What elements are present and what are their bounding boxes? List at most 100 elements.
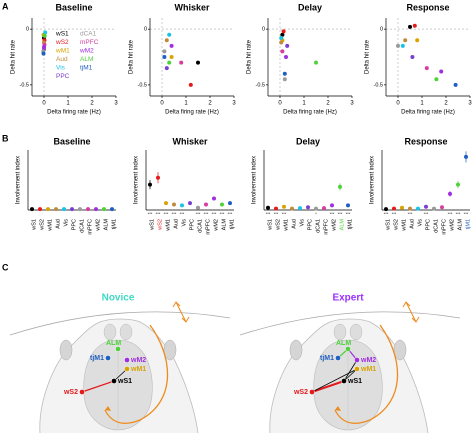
category-label: wS2	[39, 219, 45, 231]
arrow-head	[105, 406, 111, 411]
chart-title: Response	[404, 136, 447, 146]
chart-title: Baseline	[53, 136, 90, 146]
olfactory-bulb	[103, 323, 117, 341]
area-dot	[345, 346, 351, 352]
data-point	[169, 43, 174, 48]
area-dot	[115, 346, 121, 352]
legend-entry: Aud	[56, 56, 68, 63]
arrow-head	[335, 406, 341, 411]
data-point	[266, 205, 270, 210]
category-label: Vis	[417, 219, 423, 227]
area-dot	[335, 355, 341, 361]
category-label: wS1	[385, 219, 391, 231]
category-label: dCA1	[433, 219, 439, 233]
data-point	[408, 24, 412, 29]
mouse-diagram: Expert ALM tjM1 wM2 wM1 wS2 wS1	[239, 293, 461, 433]
data-point	[284, 55, 288, 59]
x-tick-label: 0	[278, 101, 282, 107]
data-point	[440, 205, 444, 210]
category-label: wM1	[47, 219, 53, 232]
data-point	[78, 207, 82, 212]
category-label: wS1	[149, 219, 155, 231]
legend-entry: wS2	[55, 39, 69, 46]
data-point	[282, 204, 286, 209]
category-label: tjM1	[347, 219, 353, 229]
olfactory-bulb	[333, 323, 347, 341]
significance: ***	[204, 211, 209, 216]
category-label: wM1	[401, 219, 407, 232]
category-label: Aud	[409, 219, 415, 229]
data-point	[432, 206, 436, 211]
category-label: Vis	[181, 219, 187, 227]
area-dot	[124, 357, 130, 363]
data-point	[169, 55, 174, 59]
x-tick-label: 2	[208, 101, 212, 107]
eye	[289, 339, 303, 361]
x-axis-label: Delta firing rate (Hz)	[401, 110, 455, 116]
connection	[81, 380, 115, 393]
data-point	[167, 32, 172, 37]
category-label: Vis	[299, 219, 305, 227]
data-point	[162, 49, 167, 54]
area-label: wS1	[347, 378, 362, 385]
data-point	[164, 38, 169, 43]
y-tick-label: 0	[262, 27, 265, 33]
category-label: ALM	[457, 219, 463, 231]
data-point	[196, 205, 200, 210]
category-label: mPFC	[323, 219, 329, 235]
data-point	[285, 43, 290, 48]
data-point	[42, 44, 46, 49]
category-label: wS1	[31, 219, 37, 231]
data-point	[400, 205, 404, 210]
legend-entry: wS1	[55, 31, 69, 38]
y-axis-label: Delta hit rate	[11, 39, 17, 74]
whisker-arrow	[172, 301, 190, 323]
data-point	[456, 182, 460, 187]
y-axis-label: Delta hit rate	[129, 39, 135, 74]
significance: ***	[448, 211, 453, 216]
area-label: tjM1	[90, 355, 104, 362]
significance: ***	[212, 211, 217, 216]
data-point	[274, 206, 278, 211]
category-label: ALM	[339, 219, 345, 231]
category-label: tjM1	[229, 219, 235, 229]
data-point	[314, 206, 318, 211]
data-point	[204, 202, 208, 207]
data-point	[448, 191, 452, 196]
data-point	[62, 207, 66, 212]
data-point	[41, 51, 46, 56]
diagram-title: Expert	[332, 293, 364, 304]
significance: ***	[266, 211, 271, 216]
data-point	[46, 207, 50, 212]
connection	[113, 368, 128, 382]
x-tick-label: 0	[396, 101, 400, 107]
x-axis-label: Delta firing rate (Hz)	[283, 110, 337, 116]
data-point	[180, 203, 184, 208]
significance: *	[315, 211, 317, 216]
data-point	[322, 206, 326, 211]
connection	[311, 368, 358, 393]
y-tick-label: 0	[380, 27, 383, 33]
y-tick-label: 0	[144, 27, 147, 33]
data-point	[281, 29, 286, 34]
data-point	[279, 36, 284, 41]
category-label: mPFC	[441, 219, 447, 235]
data-point	[400, 43, 405, 48]
data-point	[42, 33, 47, 38]
area-dot	[354, 366, 360, 372]
area-label: wM2	[360, 357, 376, 364]
category-label: ALM	[221, 219, 227, 231]
whisker-trajectory	[334, 324, 399, 424]
y-tick-label: -0.5	[138, 82, 147, 88]
x-tick-label: 3	[114, 101, 118, 107]
area-dot	[124, 366, 130, 372]
data-point	[167, 60, 172, 65]
category-label: PPC	[71, 219, 77, 230]
whisker-trajectory	[104, 324, 169, 424]
data-point	[408, 206, 412, 211]
data-point	[188, 82, 193, 87]
data-point	[228, 201, 232, 206]
chart-title: Whisker	[174, 2, 210, 12]
chart-title: Baseline	[55, 2, 92, 12]
connection	[311, 380, 345, 393]
